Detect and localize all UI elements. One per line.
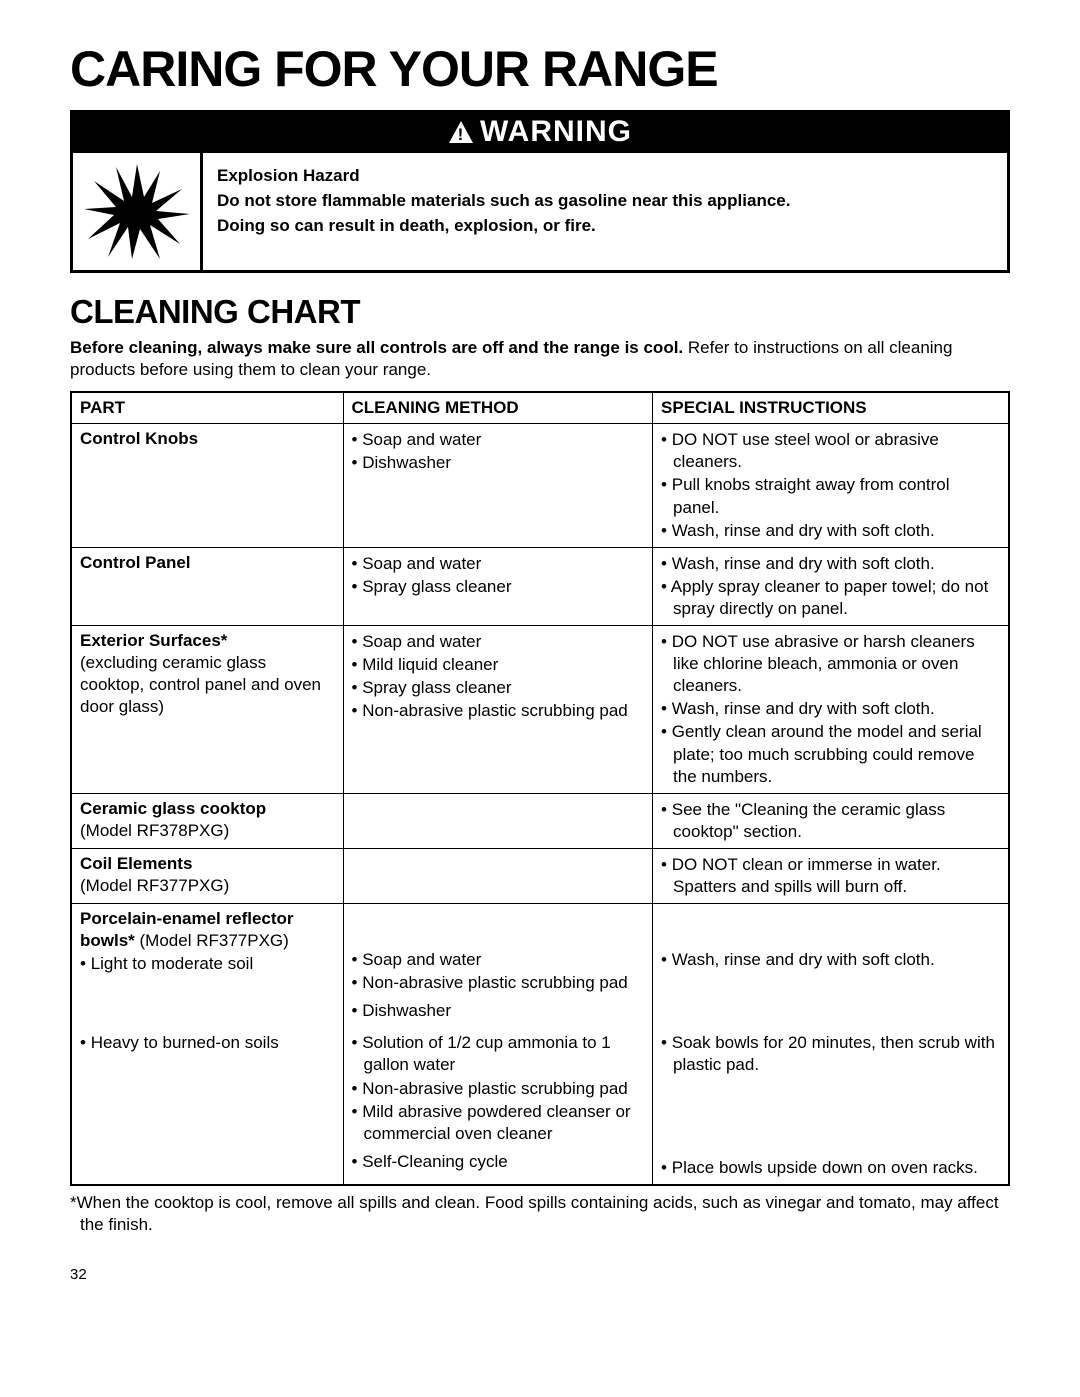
method-list: Soap and water Mild liquid cleaner Spray… [352,631,645,699]
special-list: Place bowls upside down on oven racks. [661,1157,1000,1179]
special-list: See the "Cleaning the ceramic glass cook… [661,799,1000,843]
warning-text: Explosion Hazard Do not store flammable … [203,153,804,250]
table-row: Control Panel Soap and water Spray glass… [71,547,1009,625]
special-list: DO NOT use steel wool or abrasive cleane… [661,429,1000,541]
table-row: Porcelain-enamel reflector bowls* (Model… [71,904,1009,1028]
page-title: CARING FOR YOUR RANGE [70,40,1010,98]
hazard-line1: Do not store flammable materials such as… [217,190,790,213]
cleaning-table: PART CLEANING METHOD SPECIAL INSTRUCTION… [70,391,1010,1185]
method-list: Soap and water Dishwasher [352,429,645,474]
method-list: Non-abrasive plastic scrubbing pad [352,700,645,722]
method-list: Soap and water Spray glass cleaner [352,553,645,598]
warning-label: WARNING [480,115,632,149]
table-row: Ceramic glass cooktop (Model RF378PXG) S… [71,793,1009,848]
method-list: Soap and water Non-abrasive plastic scru… [352,949,645,994]
header-special: SPECIAL INSTRUCTIONS [653,392,1009,424]
intro-text: Before cleaning, always make sure all co… [70,337,1010,381]
special-list: Wash, rinse and dry with soft cloth. [661,949,1000,971]
part-name: Exterior Surfaces* [80,631,227,650]
part-name: Control Knobs [80,429,198,448]
part-name: Ceramic glass cooktop [80,799,266,818]
hazard-title: Explosion Hazard [217,165,790,188]
section-title: CLEANING CHART [70,293,1010,331]
part-sublist: Heavy to burned-on soils [80,1032,335,1054]
method-list: Dishwasher [352,1000,645,1022]
table-row: Heavy to burned-on soils Solution of 1/2… [71,1027,1009,1184]
warning-header: ! WARNING [73,113,1007,153]
header-method: CLEANING METHOD [343,392,653,424]
hazard-line2: Doing so can result in death, explosion,… [217,215,790,238]
table-row: Coil Elements (Model RF377PXG) DO NOT cl… [71,848,1009,903]
special-list: Soak bowls for 20 minutes, then scrub wi… [661,1032,1000,1076]
warning-box: ! WARNING Explosion Hazard Do not store … [70,110,1010,273]
page-number: 32 [70,1266,1010,1283]
part-sub: (Model RF377PXG) [80,876,229,895]
header-part: PART [71,392,343,424]
table-row: Control Knobs Soap and water Dishwasher … [71,424,1009,547]
part-name: Control Panel [80,553,191,572]
table-header-row: PART CLEANING METHOD SPECIAL INSTRUCTION… [71,392,1009,424]
warning-triangle-icon: ! [448,120,474,144]
part-sub: (Model RF378PXG) [80,821,229,840]
part-sub: (excluding ceramic glass cooktop, contro… [80,653,321,716]
special-list: Wash, rinse and dry with soft cloth. App… [661,553,1000,620]
special-list: DO NOT clean or immerse in water. Spatte… [661,854,1000,898]
part-sub: (Model RF377PXG) [135,931,289,950]
table-row: Exterior Surfaces* (excluding ceramic gl… [71,626,1009,794]
method-list: Solution of 1/2 cup ammonia to 1 gallon … [352,1032,645,1144]
part-name: Coil Elements [80,854,192,873]
part-sublist: Light to moderate soil [80,953,335,975]
explosion-icon [73,153,203,270]
svg-text:!: ! [458,125,465,144]
intro-bold: Before cleaning, always make sure all co… [70,338,683,357]
special-list: Gently clean around the model and serial… [661,721,1000,787]
footnote: *When the cooktop is cool, remove all sp… [70,1192,1010,1236]
method-list: Self-Cleaning cycle [352,1151,645,1173]
special-list: DO NOT use abrasive or harsh cleaners li… [661,631,1000,720]
